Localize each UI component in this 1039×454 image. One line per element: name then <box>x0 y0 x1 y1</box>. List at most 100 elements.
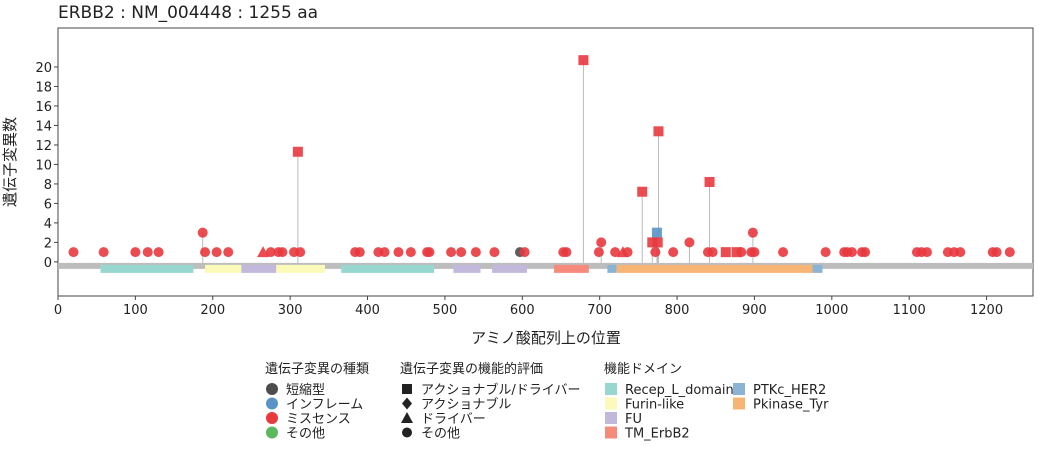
mutation-point <box>200 247 211 258</box>
y-axis-label: 遺伝子変異数 <box>1 117 19 207</box>
mutation-point <box>295 247 306 258</box>
mutation-point <box>456 247 467 258</box>
mutation-point <box>610 247 621 258</box>
mutation-point <box>142 247 153 258</box>
y-tick-label: 20 <box>35 61 52 76</box>
x-tick-label: 700 <box>587 303 612 318</box>
legend-label: ミスセンス <box>286 412 351 427</box>
legend-label: ドライバー <box>421 412 486 427</box>
mutation-point <box>354 247 365 258</box>
mutation-point <box>778 247 789 258</box>
legend-symbol <box>402 397 412 410</box>
legend-symbol <box>266 397 278 410</box>
y-tick-label: 2 <box>44 236 52 251</box>
y-tick-label: 4 <box>44 217 52 232</box>
legend-label: インフレーム <box>286 398 363 413</box>
mutation-point <box>292 146 303 157</box>
legend-title: 遺伝子変異の種類 <box>265 361 369 377</box>
mutation-point <box>424 247 435 258</box>
legend-title: 遺伝子変異の機能的評価 <box>400 361 543 377</box>
mutation-point <box>1004 247 1015 258</box>
domain-layer <box>58 262 1033 273</box>
x-tick-label: 200 <box>200 303 225 318</box>
x-tick-label: 300 <box>278 303 303 318</box>
x-tick-label: 0 <box>54 303 62 318</box>
legend-symbol <box>266 383 278 395</box>
x-tick-label: 800 <box>665 303 690 318</box>
legend-label: その他 <box>286 427 325 442</box>
mutation-point <box>955 247 966 258</box>
x-tick-label: 600 <box>510 303 535 318</box>
legend-label: Furin-like <box>625 398 684 413</box>
domain-fu <box>453 264 481 273</box>
y-tick-label: 16 <box>35 100 52 115</box>
legend-symbol <box>266 412 278 424</box>
chart-title: ERBB2 : NM_004448 : 1255 aa <box>58 3 318 23</box>
mutation-point <box>749 247 760 258</box>
legend-label: Recep_L_domain <box>625 383 734 398</box>
mutation-point <box>860 247 871 258</box>
mutation-point <box>265 247 276 258</box>
x-tick-label: 900 <box>742 303 767 318</box>
mutation-point <box>130 247 141 258</box>
mutation-point <box>561 247 572 258</box>
mutation-point <box>405 247 416 258</box>
x-tick-label: 500 <box>432 303 457 318</box>
mutation-point <box>704 176 715 187</box>
mutation-point <box>668 247 679 258</box>
mutation-point <box>650 247 661 258</box>
mutation-point <box>637 186 648 197</box>
y-tick-label: 0 <box>44 256 52 271</box>
mutation-point <box>489 247 500 258</box>
mutation-point <box>211 247 222 258</box>
mutation-point <box>470 247 481 258</box>
mutation-point <box>257 246 270 258</box>
mutation-point <box>197 227 208 238</box>
y-tick-label: 8 <box>44 178 52 193</box>
mutation-point <box>647 237 658 248</box>
legend-title: 機能ドメイン <box>604 362 682 377</box>
legend-label: アクショナブル <box>421 397 511 413</box>
y-tick-label: 12 <box>35 139 52 154</box>
mutation-point <box>593 247 604 258</box>
mutation-point <box>652 237 663 248</box>
y-tick-label: 6 <box>44 197 52 212</box>
y-tick-label: 14 <box>35 119 52 134</box>
mutation-point <box>596 237 607 248</box>
mutation-point <box>393 247 404 258</box>
legend-swatch <box>605 397 617 410</box>
mutation-point <box>379 247 390 258</box>
x-tick-label: 1200 <box>970 303 1003 318</box>
legend-swatch <box>605 412 617 424</box>
mutation-point <box>622 247 633 258</box>
x-tick-label: 400 <box>355 303 380 318</box>
x-tick-label: 1100 <box>893 303 926 318</box>
mutation-point <box>846 247 857 258</box>
mutation-point <box>446 247 457 258</box>
legend-label: TM_ErbB2 <box>624 427 690 442</box>
mutation-point <box>68 247 79 258</box>
mutation-point <box>223 247 234 258</box>
domain-fu <box>492 264 527 273</box>
legend-label: 短縮型 <box>286 382 325 398</box>
mutation-point <box>653 126 664 137</box>
mutation-point <box>747 227 758 238</box>
mutation-point <box>519 247 530 258</box>
protein-backbone <box>58 262 1033 269</box>
legend-label: Pkinase_Tyr <box>753 398 829 413</box>
mutation-point <box>578 55 589 66</box>
mutation-point <box>707 247 718 258</box>
mutation-point <box>736 247 747 258</box>
mutation-point <box>153 247 164 258</box>
legend-symbol <box>401 412 413 423</box>
domain-ptkc_her2 <box>607 264 617 273</box>
mutation-point <box>921 247 932 258</box>
mutation-point <box>98 247 109 258</box>
legend-symbol <box>402 427 412 438</box>
mutation-point <box>277 247 288 258</box>
domain-ptkc_her2 <box>812 264 823 273</box>
